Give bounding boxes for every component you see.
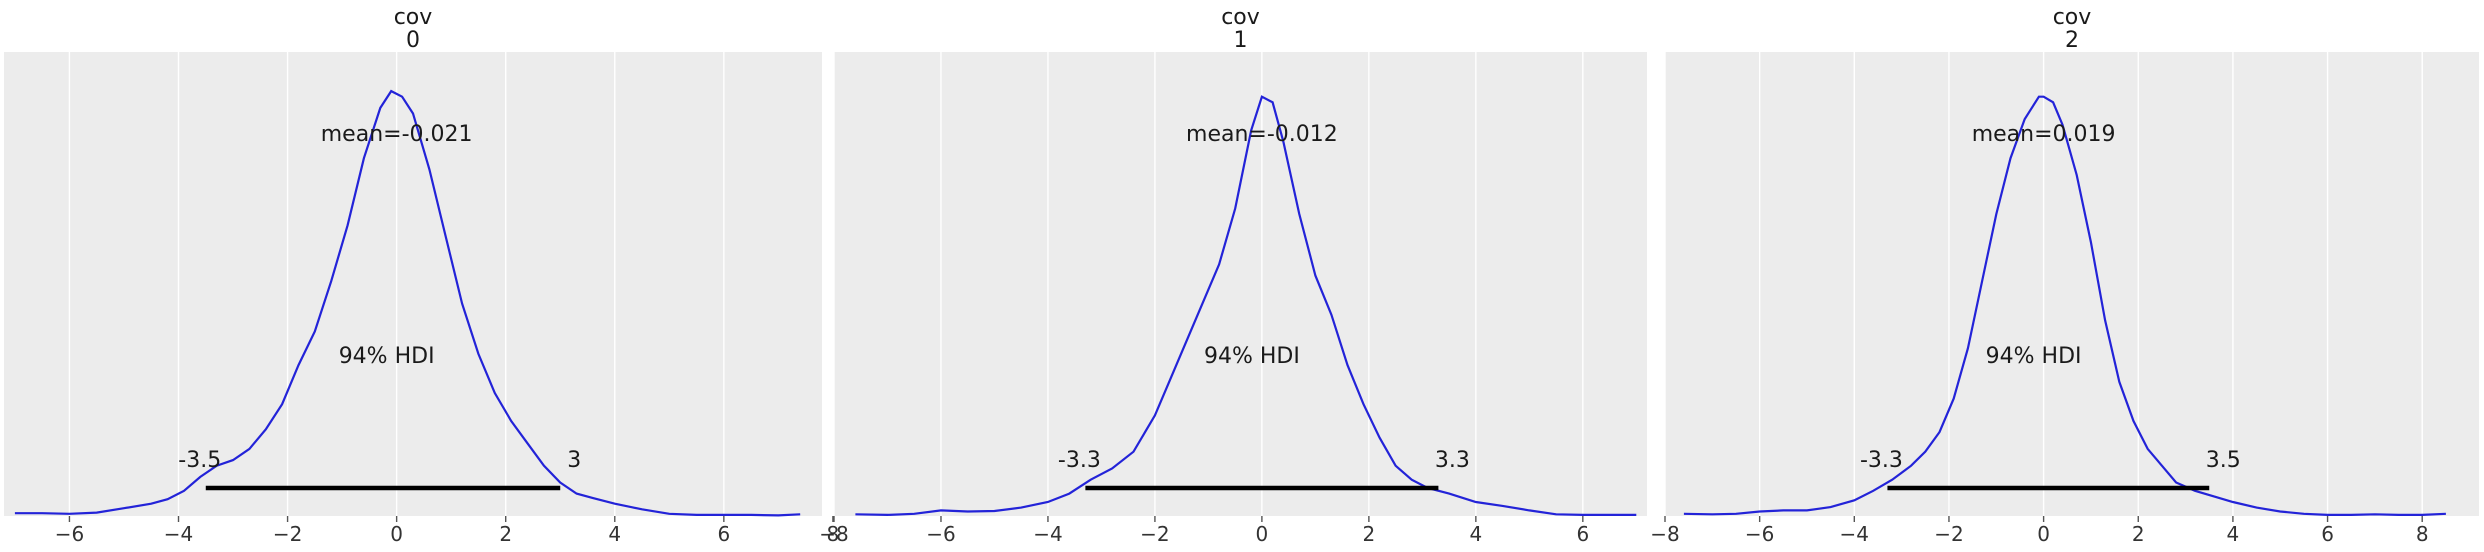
x-tick-label: −4 [164,522,193,546]
x-tick-label: −6 [55,522,84,546]
panel-title-index: 0 [406,28,420,53]
hdi-label: 94% HDI [339,344,435,369]
plot-area [1665,52,2479,516]
x-tick-label: −2 [273,522,302,546]
x-tick-label: 4 [1469,522,1482,546]
hdi-low-label: -3.3 [1860,448,1903,473]
x-tick-label: 0 [390,522,403,546]
hdi-high-label: 3.5 [2206,448,2241,473]
density-curve [14,89,801,517]
hdi-low-label: -3.5 [178,448,221,473]
plot-area [834,52,1647,516]
mean-label: mean=-0.012 [1186,122,1338,147]
x-tick-label: 0 [1256,522,1269,546]
hdi-high-label: 3 [567,448,581,473]
x-tick-label: −6 [926,522,955,546]
plot-area [4,52,822,516]
x-tick-label: 2 [499,522,512,546]
hdi-label: 94% HDI [1204,344,1300,369]
panel-title-var: cov [1221,5,1260,30]
x-tick-label: 6 [1576,522,1589,546]
x-tick-label: −4 [1033,522,1062,546]
x-tick-label: 4 [2227,522,2240,546]
hdi-label: 94% HDI [1986,344,2082,369]
x-tick-label: 6 [717,522,730,546]
x-tick-label: 4 [608,522,621,546]
x-tick-label: 6 [2321,522,2334,546]
x-tick-label: −4 [1840,522,1869,546]
panel-title-index: 2 [2065,28,2079,53]
x-tick-label: −8 [1650,522,1679,546]
x-tick-label: 8 [827,522,840,546]
x-tick-label: 0 [2037,522,2050,546]
x-tick-label: −2 [1934,522,1963,546]
x-tick-label: −2 [1140,522,1169,546]
x-tick-label: 2 [2132,522,2145,546]
panel-title-var: cov [2053,5,2092,30]
density-curve [1683,95,2446,517]
x-tick-label: −6 [1745,522,1774,546]
hdi-low-label: -3.3 [1058,448,1101,473]
hdi-high-label: 3.3 [1435,448,1470,473]
mean-label: mean=-0.021 [321,122,473,147]
x-tick-label: −8 [819,522,848,546]
panel-title-var: cov [394,5,433,30]
density-curve [855,95,1637,517]
x-tick-label: 8 [2416,522,2429,546]
panel-title-index: 1 [1234,28,1248,53]
mean-label: mean=0.019 [1972,122,2116,147]
x-tick-label: 2 [1363,522,1376,546]
